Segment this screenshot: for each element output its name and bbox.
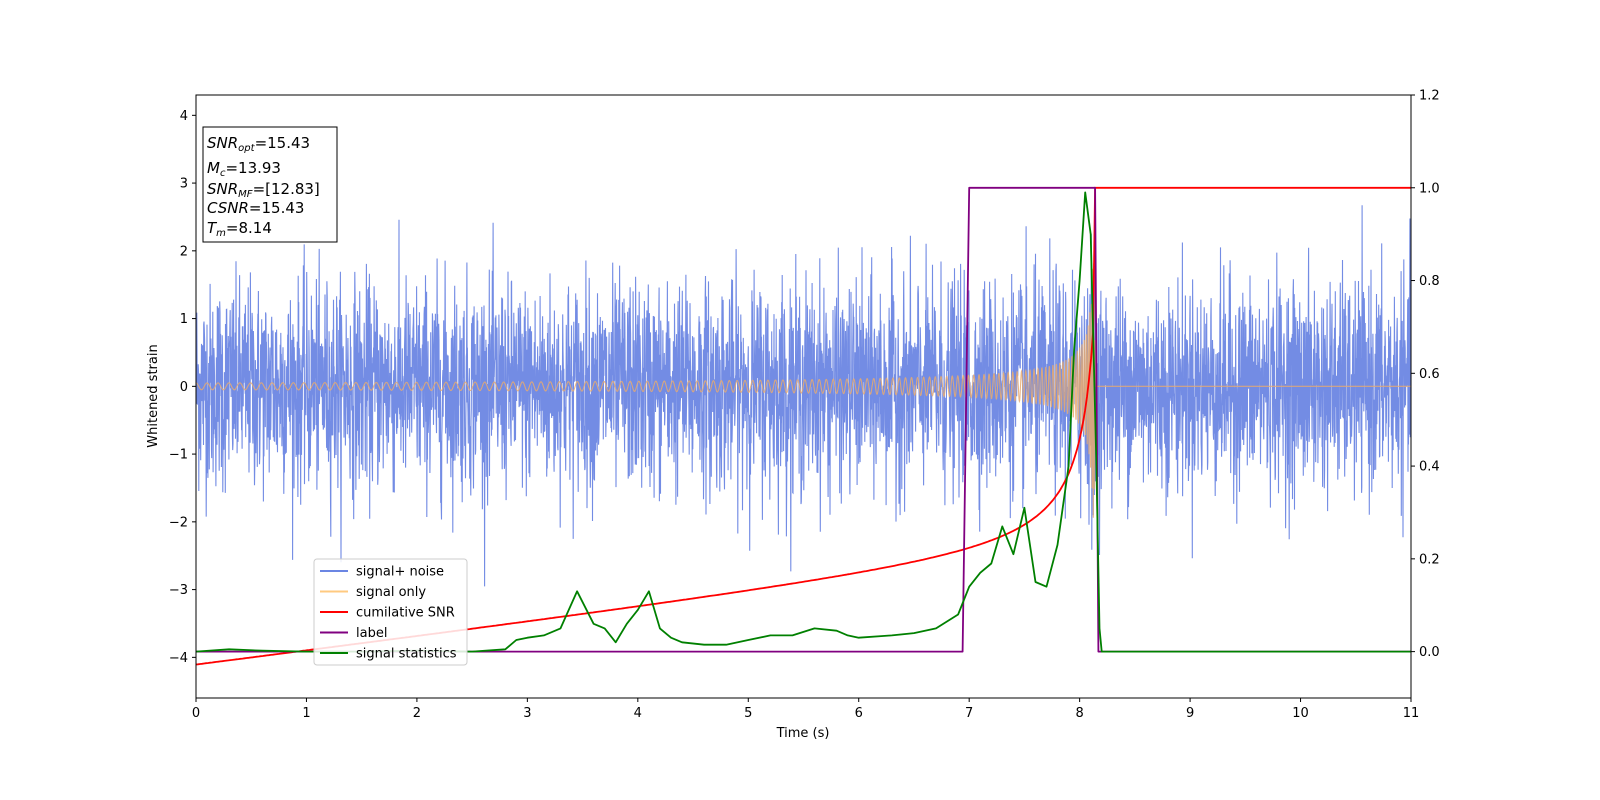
legend-entry: signal statistics (356, 647, 457, 662)
y-left-tick-label: 3 (180, 177, 188, 192)
x-tick-label: 8 (1075, 706, 1083, 721)
legend-entry: signal+ noise (356, 565, 444, 580)
y-right-tick-label: 0.8 (1419, 274, 1440, 289)
y-left-tick-label: 2 (180, 244, 188, 259)
legend-entry: cumilative SNR (356, 606, 455, 621)
y-left-tick-label: −1 (169, 448, 188, 463)
x-tick-label: 4 (634, 706, 642, 721)
y-right-tick-label: 0.2 (1419, 552, 1440, 567)
x-tick-label: 5 (744, 706, 752, 721)
x-tick-label: 11 (1403, 706, 1420, 721)
annotation-box: SNRopt=15.43 Mc=13.93SNRMF=[12.83]CSNR=15… (202, 126, 338, 243)
y-right-tick-label: 1.0 (1419, 181, 1440, 196)
y-left-tick-label: 0 (180, 380, 188, 395)
plot-frame (195, 94, 1412, 699)
x-axis-label: Time (s) (776, 726, 830, 741)
series-line-signal-noise (196, 205, 1411, 587)
annotation-line: Mc=13.93 (207, 159, 281, 179)
legend-entry: label (356, 626, 387, 641)
y-left-tick-label: −3 (169, 583, 188, 598)
legend: signal+ noise signal only cumilative SNR la… (313, 558, 468, 666)
y-right-tick-label: 0.4 (1419, 460, 1440, 475)
x-tick-label: 7 (965, 706, 973, 721)
x-tick-label: 9 (1186, 706, 1194, 721)
series-line-signal-only (196, 263, 1411, 518)
x-tick-label: 10 (1292, 706, 1309, 721)
y-right-tick-label: 1.2 (1419, 89, 1440, 104)
x-tick-label: 0 (192, 706, 200, 721)
legend-entry: signal only (356, 585, 426, 600)
y-right-tick-label: 0.6 (1419, 367, 1440, 382)
x-tick-label: 1 (302, 706, 310, 721)
y-left-tick-label: 1 (180, 312, 188, 327)
y-left-tick-label: −2 (169, 515, 188, 530)
x-tick-label: 6 (855, 706, 863, 721)
annotation-line: SNRMF=[12.83] (207, 180, 320, 200)
x-tick-label: 2 (413, 706, 421, 721)
y-left-tick-label: 4 (180, 109, 188, 124)
y-right-tick-label: 0.0 (1419, 645, 1440, 660)
y-left-tick-label: −4 (169, 651, 188, 666)
annotation-line: CSNR=15.43 (207, 199, 304, 217)
series-line-signal-statistics (196, 191, 1411, 653)
annotation-line: SNRopt=15.43 (207, 134, 310, 154)
annotation-line: Tm=8.14 (207, 219, 272, 239)
x-tick-label: 3 (523, 706, 531, 721)
y-axis-label: Whitened strain (146, 344, 161, 447)
